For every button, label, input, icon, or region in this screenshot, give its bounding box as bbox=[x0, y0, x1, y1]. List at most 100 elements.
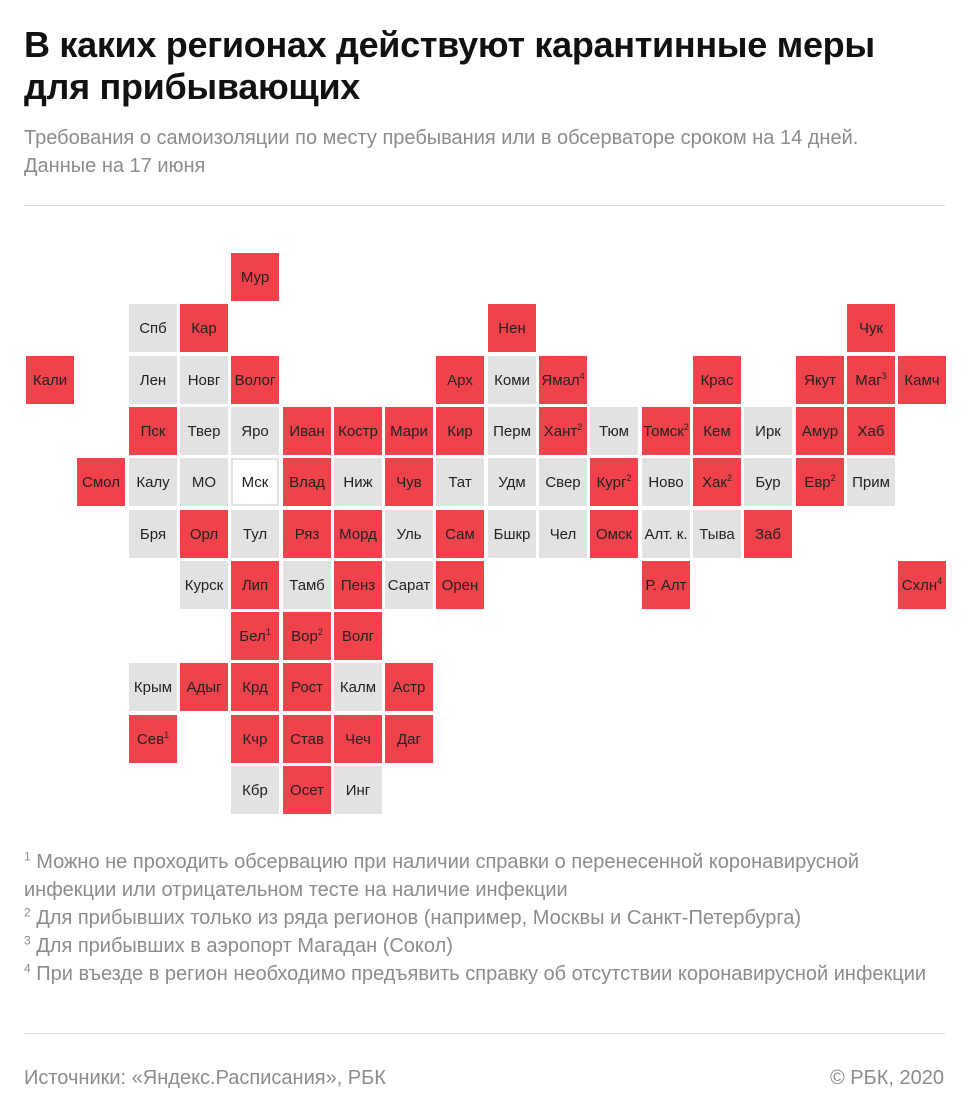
footnote-1: 1 Можно не проходить обсервацию при нали… bbox=[24, 848, 944, 904]
region-label: Чел bbox=[549, 525, 577, 543]
region-tile: Костр bbox=[334, 407, 382, 455]
footnote-3: 3 Для прибывших в аэропорт Магадан (Соко… bbox=[24, 932, 944, 960]
region-tile: Тыва bbox=[693, 510, 741, 558]
region-tile: Астр bbox=[385, 663, 433, 711]
region-label: Тюм bbox=[599, 422, 629, 440]
region-label: Кчр bbox=[242, 730, 268, 748]
region-label: Чук bbox=[858, 319, 884, 337]
region-tile: Адыг bbox=[180, 663, 228, 711]
region-label: Хант2 bbox=[543, 421, 583, 440]
region-tile: Кчр bbox=[231, 715, 279, 763]
region-label: Чеч bbox=[345, 730, 371, 748]
footnote-text: Для прибывших только из ряда регионов (н… bbox=[36, 907, 802, 929]
region-label: Став bbox=[290, 730, 324, 748]
region-label: Лип bbox=[241, 576, 269, 594]
region-label: Вор2 bbox=[291, 626, 323, 645]
region-tile: Хант2 bbox=[539, 407, 587, 455]
region-label: Омск bbox=[595, 525, 633, 543]
region-label: Яро bbox=[241, 422, 269, 440]
region-label: Тыва bbox=[699, 525, 735, 543]
region-label: Заб bbox=[755, 525, 781, 543]
region-tile: Ирк bbox=[744, 407, 792, 455]
region-tile: Кар bbox=[180, 304, 228, 352]
region-tile: Иван bbox=[283, 407, 331, 455]
region-tile: Пенз bbox=[334, 561, 382, 609]
region-label: Рост bbox=[290, 678, 324, 696]
region-label: МО bbox=[191, 473, 217, 491]
region-label: Чув bbox=[396, 473, 422, 491]
region-tile: Пск bbox=[129, 407, 177, 455]
region-label: Орл bbox=[189, 525, 219, 543]
region-label: Амур bbox=[801, 422, 839, 440]
region-label: Пенз bbox=[340, 576, 376, 594]
footnote-number: 4 bbox=[24, 961, 31, 976]
region-tile: Мск bbox=[231, 458, 279, 506]
region-footnote-mark: 2 bbox=[683, 421, 689, 432]
region-tile: Евр2 bbox=[796, 458, 844, 506]
region-tile: Перм bbox=[488, 407, 536, 455]
region-label: Костр bbox=[338, 422, 378, 440]
region-label: Астр bbox=[392, 678, 426, 696]
region-label: Даг bbox=[397, 730, 421, 748]
region-tile: Коми bbox=[488, 356, 536, 404]
region-label: Тамб bbox=[289, 576, 325, 594]
region-tile: Кург2 bbox=[590, 458, 638, 506]
region-tile: Чук bbox=[847, 304, 895, 352]
region-tile: Волог bbox=[231, 356, 279, 404]
region-label: Хаб bbox=[857, 422, 885, 440]
region-tile: Якут bbox=[796, 356, 844, 404]
region-label: Новг bbox=[187, 371, 221, 389]
region-label: Кир bbox=[447, 422, 473, 440]
region-tile: Арх bbox=[436, 356, 484, 404]
footnote-2: 2 Для прибывших только из ряда регионов … bbox=[24, 904, 944, 932]
region-tile: Новг bbox=[180, 356, 228, 404]
region-label: Калу bbox=[136, 473, 170, 491]
region-label: Томск2 bbox=[643, 421, 689, 440]
bottom-divider bbox=[24, 1033, 945, 1034]
region-tile: Удм bbox=[488, 458, 536, 506]
region-label: Коми bbox=[494, 371, 530, 389]
region-label: Смол bbox=[82, 473, 120, 491]
region-footnote-mark: 1 bbox=[265, 626, 271, 637]
region-tile: Кбр bbox=[231, 766, 279, 814]
copyright-text: © РБК, 2020 bbox=[829, 1067, 944, 1089]
region-label: Крым bbox=[133, 678, 173, 696]
region-label: Бур bbox=[755, 473, 781, 491]
region-label: Камч bbox=[904, 371, 940, 389]
region-label: Хак2 bbox=[702, 472, 732, 491]
region-label: Кем bbox=[703, 422, 731, 440]
region-tile: Твер bbox=[180, 407, 228, 455]
region-tile: МО bbox=[180, 458, 228, 506]
region-tile: Инг bbox=[334, 766, 382, 814]
region-label: Ряз bbox=[294, 525, 320, 543]
footnote-number: 3 bbox=[24, 933, 31, 948]
region-label: Мск bbox=[241, 473, 269, 491]
region-footnote-mark: 4 bbox=[579, 370, 585, 381]
region-tile: Морд bbox=[334, 510, 382, 558]
region-footnote-mark: 2 bbox=[830, 472, 836, 483]
region-tile: Чеч bbox=[334, 715, 382, 763]
region-label: Калм bbox=[339, 678, 377, 696]
region-label: Курск bbox=[184, 576, 224, 594]
region-label: Р. Алт bbox=[645, 576, 687, 594]
region-tile: Осет bbox=[283, 766, 331, 814]
tile-map: Мур Спб Кар Нен Чук Кали Лен Новг Волог Арх Коми Ям… bbox=[26, 253, 946, 814]
footnote-text: Для прибывших в аэропорт Магадан (Сокол) bbox=[36, 935, 453, 957]
region-tile: Лен bbox=[129, 356, 177, 404]
region-tile: Крым bbox=[129, 663, 177, 711]
region-tile: Заб bbox=[744, 510, 792, 558]
region-tile: Став bbox=[283, 715, 331, 763]
region-label: Крас bbox=[700, 371, 734, 389]
region-label: Бшкр bbox=[493, 525, 531, 543]
region-label: Влад bbox=[289, 473, 325, 491]
region-tile: Тат bbox=[436, 458, 484, 506]
region-tile: Крас bbox=[693, 356, 741, 404]
region-label: Волог bbox=[234, 371, 276, 389]
region-tile: Амур bbox=[796, 407, 844, 455]
region-tile: Тамб bbox=[283, 561, 331, 609]
region-label: Пск bbox=[140, 422, 166, 440]
region-tile: Даг bbox=[385, 715, 433, 763]
region-tile: Уль bbox=[385, 510, 433, 558]
footnote-number: 1 bbox=[24, 849, 31, 864]
region-label: Крд bbox=[242, 678, 268, 696]
